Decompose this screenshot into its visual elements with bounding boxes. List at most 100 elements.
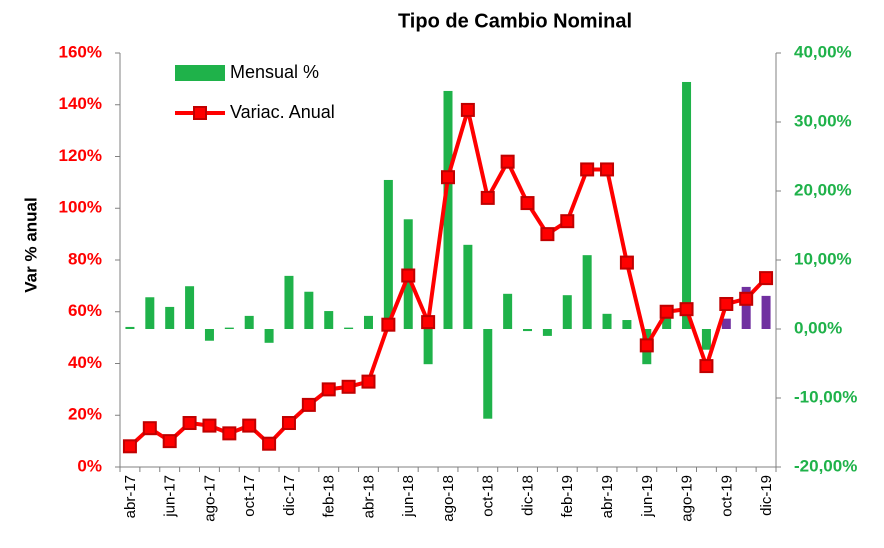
marker xyxy=(122,439,137,454)
marker xyxy=(361,374,376,389)
bar xyxy=(244,315,254,329)
bar xyxy=(463,244,473,329)
y2-tick-label: 0,00% xyxy=(794,318,842,337)
marker xyxy=(500,154,515,169)
marker xyxy=(262,436,277,451)
y2-tick-label: 10,00% xyxy=(794,249,852,268)
marker xyxy=(520,196,535,211)
y2-tick-label: -10,00% xyxy=(794,387,857,406)
marker xyxy=(699,359,714,374)
bar xyxy=(423,329,433,365)
bar xyxy=(224,327,234,329)
bar xyxy=(185,286,195,329)
marker xyxy=(619,255,634,270)
bar xyxy=(622,320,632,329)
marker xyxy=(182,416,197,431)
marker xyxy=(381,317,396,332)
bar xyxy=(701,329,711,350)
marker xyxy=(202,418,217,433)
x-tick-label: dic-18 xyxy=(519,475,536,516)
marker xyxy=(341,379,356,394)
marker xyxy=(321,382,336,397)
x-tick-label: feb-19 xyxy=(559,475,576,518)
marker xyxy=(281,416,296,431)
y-tick-label: 160% xyxy=(59,42,102,61)
x-tick-label: ago-18 xyxy=(440,475,457,522)
marker xyxy=(719,296,734,311)
marker xyxy=(421,315,436,330)
x-tick-label: abr-19 xyxy=(599,475,616,518)
x-tick-label: jun-17 xyxy=(162,475,179,518)
bar xyxy=(304,291,314,329)
y-tick-label: 80% xyxy=(68,249,102,268)
bar xyxy=(602,313,612,329)
y-tick-label: 120% xyxy=(59,146,102,165)
x-tick-label: ago-19 xyxy=(679,475,696,522)
bar xyxy=(741,286,751,329)
x-tick-label: dic-17 xyxy=(281,475,298,516)
bar xyxy=(503,293,513,329)
bar xyxy=(264,329,274,343)
y2-tick-label: 40,00% xyxy=(794,42,852,61)
legend-swatch xyxy=(175,65,225,81)
bar xyxy=(523,329,533,332)
bar xyxy=(324,311,334,329)
bar xyxy=(125,326,135,329)
x-tick-label: abr-18 xyxy=(360,475,377,518)
y-axis-title: Var % anual xyxy=(21,197,40,292)
bar xyxy=(145,297,155,329)
marker xyxy=(679,302,694,317)
marker xyxy=(659,304,674,319)
bar xyxy=(165,306,175,329)
x-tick-label: ago-17 xyxy=(201,475,218,522)
y-tick-label: 0% xyxy=(77,456,102,475)
marker xyxy=(162,434,177,449)
bar xyxy=(682,81,692,329)
bar xyxy=(662,317,672,329)
marker xyxy=(759,271,774,286)
marker xyxy=(301,397,316,412)
marker xyxy=(142,421,157,436)
bar xyxy=(721,318,731,329)
bar xyxy=(363,315,373,329)
bar xyxy=(284,275,294,329)
y-tick-label: 100% xyxy=(59,198,102,217)
bar xyxy=(344,327,354,329)
x-tick-label: oct-19 xyxy=(718,475,735,517)
bar xyxy=(383,179,393,329)
y2-tick-label: 20,00% xyxy=(794,180,852,199)
y-tick-label: 20% xyxy=(68,405,102,424)
x-tick-label: jun-19 xyxy=(639,475,656,518)
marker xyxy=(580,162,595,177)
y-tick-label: 60% xyxy=(68,301,102,320)
marker xyxy=(222,426,237,441)
bar xyxy=(562,295,572,329)
marker xyxy=(480,190,495,205)
x-tick-label: feb-18 xyxy=(321,475,338,518)
x-tick-label: oct-17 xyxy=(241,475,258,517)
bar xyxy=(582,255,592,329)
marker xyxy=(639,338,654,353)
legend-label: Variac. Anual xyxy=(230,102,335,122)
x-tick-label: abr-17 xyxy=(122,475,139,518)
legend-marker xyxy=(193,106,207,120)
y-tick-label: 40% xyxy=(68,353,102,372)
marker xyxy=(242,418,257,433)
y2-tick-label: -20,00% xyxy=(794,456,857,475)
bar xyxy=(483,329,493,419)
bar xyxy=(204,329,214,341)
legend-label: Mensual % xyxy=(230,62,319,82)
bar xyxy=(443,90,453,329)
y-tick-label: 140% xyxy=(59,94,102,113)
x-tick-label: dic-19 xyxy=(758,475,775,516)
bar xyxy=(761,295,771,329)
bar xyxy=(542,329,552,336)
x-tick-label: oct-18 xyxy=(480,475,497,517)
x-tick-label: jun-18 xyxy=(400,475,417,518)
y2-tick-label: 30,00% xyxy=(794,111,852,130)
marker xyxy=(560,214,575,229)
marker xyxy=(600,162,615,177)
marker xyxy=(441,170,455,185)
marker xyxy=(460,102,475,117)
